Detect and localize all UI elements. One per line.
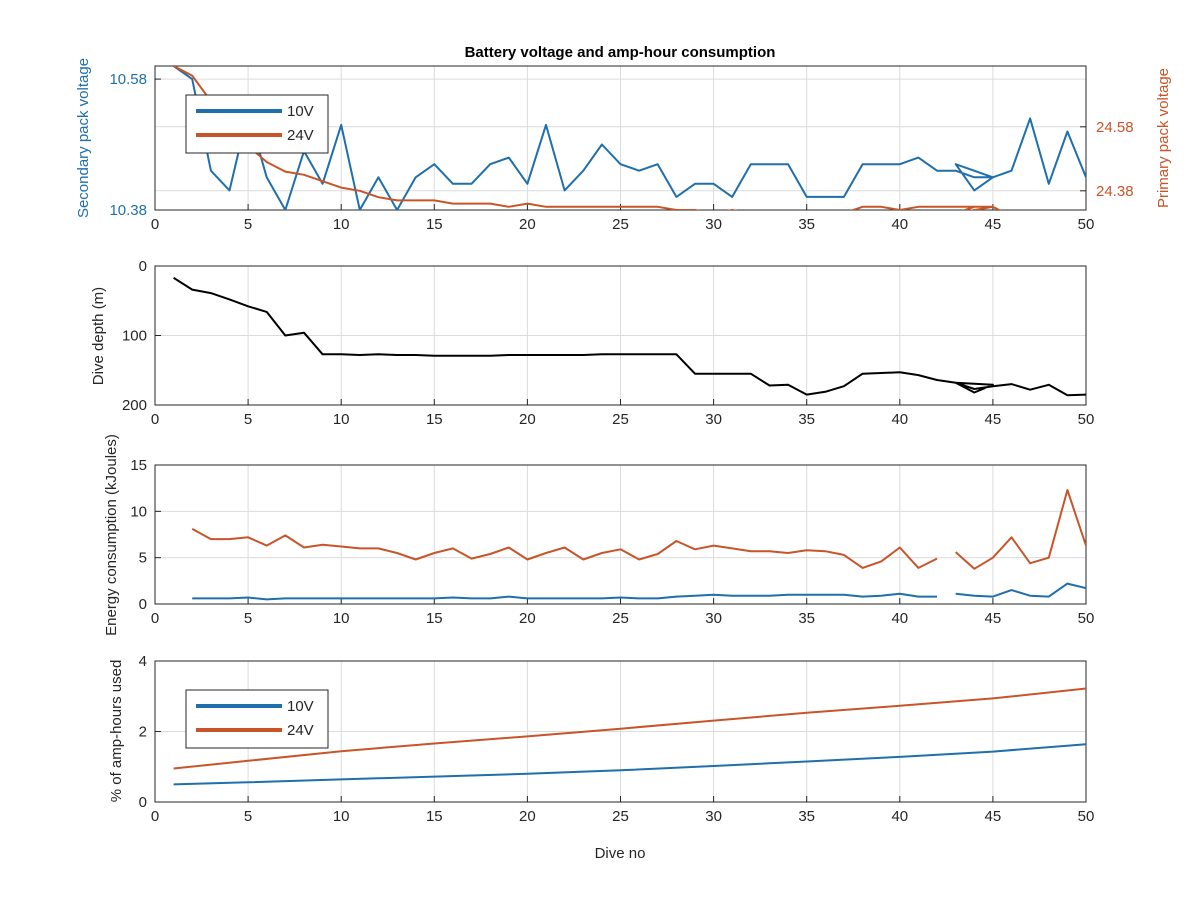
energy-plot-area [191,489,1086,601]
depth-xtick-label: 45 [985,411,1002,428]
voltage-legend-label-24v: 24V [287,127,314,144]
energy-series-24v-line [191,528,938,569]
amphours-xtick-label: 20 [519,808,536,825]
amphours-plot-area [173,687,1086,786]
depth-xtick-label: 25 [612,411,629,428]
amphours-series-10v-line [173,743,1086,786]
depth-xtick-label: 0 [151,411,159,428]
amphours-xtick-label: 15 [426,808,443,825]
amphours-legend-label-10v: 10V [287,698,314,715]
depth-xtick-label: 50 [1078,411,1095,428]
voltage-xtick-label: 0 [151,216,159,233]
depth-axes-border [154,265,1087,406]
depth-plot-area [173,276,1086,397]
depth-xtick-label: 35 [798,411,815,428]
voltage-ylabel-right: Primary pack voltage [1155,68,1172,208]
energy-ytick-label: 10 [130,503,147,520]
amphours-xtick-label: 35 [798,808,815,825]
amphours-series-24v-line [173,687,1086,770]
voltage-legend-box [185,94,329,154]
energy-axes-border [154,464,1087,605]
depth-xtick-label: 30 [705,411,722,428]
voltage-plot-area [173,66,1086,210]
voltage-xtick-label: 20 [519,216,536,233]
depth-series-depth-line [173,276,1086,397]
voltage-xtick-label: 35 [798,216,815,233]
energy-ylabel: Energy consumption (kJoules) [103,434,120,636]
energy-ytick-label: 15 [130,457,147,474]
voltage-legend-label-10v: 10V [287,103,314,120]
energy-xtick-label: 20 [519,610,536,627]
voltage-ytick-label: 10.58 [109,71,147,88]
amphours-axes-border [154,660,1087,803]
amphours-xtick-label: 5 [244,808,252,825]
depth-ylabel: Dive depth (m) [90,287,107,385]
amphours-ylabel: % of amp-hours used [108,660,125,803]
voltage-xtick-label: 45 [985,216,1002,233]
amphours-xlabel: Dive no [595,845,646,862]
voltage-xtick-label: 50 [1078,216,1095,233]
energy-xtick-label: 15 [426,610,443,627]
amphours-xtick-label: 30 [705,808,722,825]
energy-xtick-label: 0 [151,610,159,627]
energy-ytick-label: 5 [139,550,147,567]
depth-xtick-label: 5 [244,411,252,428]
amphours-legend-label-24v: 24V [287,722,314,739]
voltage-xtick-label: 30 [705,216,722,233]
voltage-ytick-label: 10.38 [109,202,147,219]
amphours-xtick-label: 45 [985,808,1002,825]
energy-xtick-label: 35 [798,610,815,627]
amphours-xtick-label: 50 [1078,808,1095,825]
amphours-xtick-label: 10 [333,808,350,825]
depth-xtick-label: 15 [426,411,443,428]
energy-xtick-label: 40 [891,610,908,627]
depth-panel: 0 5 10 15 20 25 30 35 40 45 50 0 100 200 [122,258,1094,428]
energy-xtick-label: 45 [985,610,1002,627]
voltage-series-24v-line [173,66,1002,210]
chart-title: Battery voltage and amp-hour consumption [465,44,776,61]
energy-ytick-label: 0 [139,596,147,613]
depth-xtick-label: 40 [891,411,908,428]
amphours-ytick-label: 4 [139,653,147,670]
voltage-series-10v-line [173,66,1086,210]
energy-xtick-label: 10 [333,610,350,627]
amphours-legend-box [185,689,329,749]
amphours-xtick-label: 0 [151,808,159,825]
energy-xtick-label: 25 [612,610,629,627]
energy-panel: 0 5 10 15 20 25 30 35 40 45 50 0 5 10 15 [130,457,1094,627]
voltage-xtick-label: 25 [612,216,629,233]
energy-series-10v-line [955,582,1086,598]
energy-xtick-label: 5 [244,610,252,627]
voltage-xtick-label: 10 [333,216,350,233]
voltage-xtick-label: 5 [244,216,252,233]
depth-xtick-label: 10 [333,411,350,428]
voltage-axes-border [154,65,1087,211]
depth-xtick-label: 20 [519,411,536,428]
voltage-ylabel: Secondary pack voltage [75,58,92,218]
amphours-ytick-label: 0 [139,794,147,811]
energy-xtick-label: 50 [1078,610,1095,627]
energy-series-24v-line [955,489,1086,570]
depth-ytick-label: 100 [122,328,147,345]
voltage-ytick-right-label: 24.38 [1096,183,1134,200]
depth-ytick-label: 0 [139,258,147,275]
voltage-panel: 0 5 10 15 20 25 30 35 40 45 50 10.38 10.58 24.38 24.58… [109,65,1134,233]
depth-ytick-label: 200 [122,397,147,414]
amphours-xtick-label: 25 [612,808,629,825]
energy-xtick-label: 30 [705,610,722,627]
voltage-xtick-label: 15 [426,216,443,233]
energy-series-10v-line [192,592,937,601]
voltage-xtick-label: 40 [891,216,908,233]
amphours-ytick-label: 2 [139,724,147,741]
voltage-ytick-right-label: 24.58 [1096,119,1134,136]
amphours-xtick-label: 40 [891,808,908,825]
